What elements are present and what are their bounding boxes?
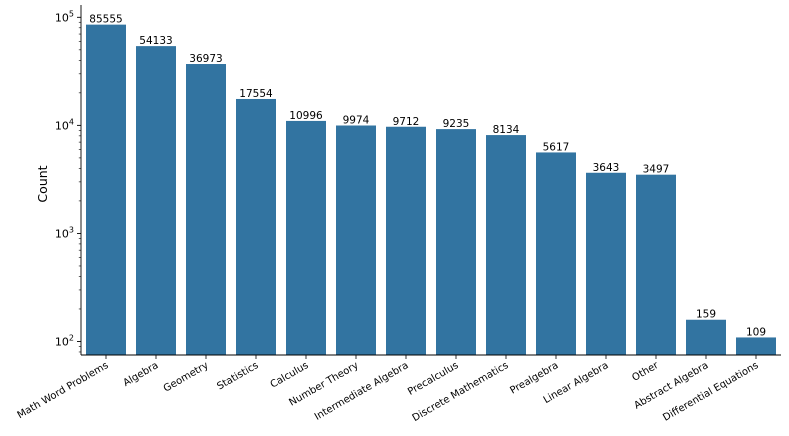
bar-value-label: 36973 bbox=[189, 53, 222, 65]
y-tick-label: 103 bbox=[55, 225, 74, 240]
bar bbox=[586, 172, 626, 355]
x-tick-label: Differential Equations bbox=[661, 360, 760, 424]
bar bbox=[136, 46, 176, 356]
bar bbox=[686, 319, 726, 355]
bar bbox=[486, 135, 526, 355]
bar-value-label: 10996 bbox=[289, 110, 323, 122]
y-tick-label: 102 bbox=[55, 333, 74, 348]
bar bbox=[636, 174, 676, 355]
bar bbox=[736, 337, 776, 355]
bar bbox=[236, 98, 276, 355]
bar bbox=[536, 152, 576, 355]
y-tick-label: 104 bbox=[55, 117, 74, 132]
bar-labels-group: 85555 54133 36973 17554 10996 9974 9712 9235 813… bbox=[89, 14, 766, 339]
bar-value-label: 109 bbox=[746, 326, 766, 338]
bar-value-label: 9974 bbox=[343, 115, 370, 127]
x-tick-label: Intermediate Algebra bbox=[313, 360, 411, 423]
bar-value-label: 3497 bbox=[643, 164, 670, 176]
x-tick-label: Math Word Problems bbox=[16, 360, 111, 421]
x-tick-label: Other bbox=[630, 360, 661, 384]
bar bbox=[336, 125, 376, 355]
bar bbox=[386, 126, 426, 355]
bars-group bbox=[86, 24, 776, 356]
bar bbox=[436, 129, 476, 355]
x-axis: Math Word Problems Algebra Geometry Statist… bbox=[16, 354, 781, 424]
x-tick-label: Statistics bbox=[215, 360, 260, 392]
bar bbox=[286, 120, 326, 355]
y-axis: 102 103 104 105 bbox=[55, 5, 82, 355]
x-tick-label: Geometry bbox=[162, 360, 211, 394]
bar-value-label: 5617 bbox=[543, 141, 570, 153]
bar-value-label: 3643 bbox=[593, 162, 620, 174]
bar-value-label: 54133 bbox=[139, 35, 172, 47]
bar-value-label: 9712 bbox=[393, 116, 420, 128]
bar-value-label: 17554 bbox=[239, 88, 273, 100]
bar-value-label: 8134 bbox=[493, 124, 520, 136]
y-tick-label: 105 bbox=[55, 9, 74, 24]
x-tick-label: Calculus bbox=[269, 360, 311, 391]
x-tick-label: Algebra bbox=[121, 360, 160, 389]
y-axis-title: Count bbox=[35, 165, 50, 202]
x-tick-label: Discrete Mathematics bbox=[411, 360, 511, 424]
bar-value-label: 159 bbox=[696, 309, 716, 321]
bar-value-label: 9235 bbox=[443, 118, 470, 130]
bar bbox=[86, 24, 126, 355]
bar-value-label: 85555 bbox=[89, 14, 122, 26]
bar bbox=[186, 64, 226, 355]
